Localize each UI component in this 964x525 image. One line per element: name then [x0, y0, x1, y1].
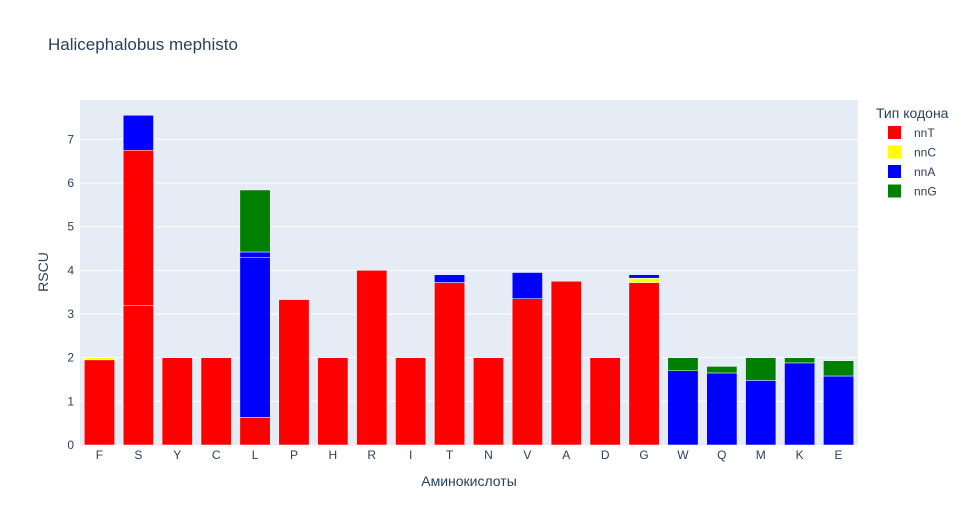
y-tick-label: 1 [67, 394, 74, 408]
x-tick-label: T [446, 448, 454, 462]
x-tick-label: K [796, 448, 804, 462]
legend-swatch-nnC [888, 145, 901, 159]
bar-segment-E-nnG [823, 360, 854, 377]
legend-title: Тип кодона [876, 105, 949, 121]
bar-segment-S-nnT [122, 305, 154, 446]
y-axis-title: RSCU [35, 252, 51, 292]
x-tick-label: Q [717, 448, 726, 462]
bar-segment-S-nnA [122, 115, 154, 151]
bar-segment-W-nnA [667, 370, 699, 446]
x-tick-label: A [562, 448, 570, 462]
x-tick-label: P [290, 448, 298, 462]
legend-label-nnC: nnC [914, 146, 936, 160]
x-tick-label: R [367, 448, 376, 462]
x-tick-label: G [639, 448, 648, 462]
x-axis-title: Аминокислоты [421, 473, 517, 489]
bar-segment-P-nnT [278, 299, 310, 446]
bar-segment-L-nnA [239, 251, 271, 258]
bar-segment-L-nnA [239, 256, 271, 418]
x-tick-label: C [212, 448, 221, 462]
bar-segment-G-nnA [628, 274, 660, 279]
bar-segment-V-nnA [511, 272, 543, 299]
bar-segment-T-nnT [434, 282, 465, 446]
bar-segment-M-nnG [745, 357, 777, 381]
bar-segment-A-nnT [550, 280, 582, 446]
legend-label-nnA: nnA [914, 165, 935, 179]
bar-segment-L-nnT [239, 417, 271, 446]
y-tick-label: 2 [67, 351, 74, 365]
legend-swatch-nnT [888, 126, 901, 139]
y-tick-label: 5 [67, 220, 74, 234]
bar-segment-T-nnA [434, 274, 465, 283]
bar-segment-E-nnA [823, 375, 854, 446]
legend-label-nnG: nnG [914, 185, 937, 199]
plot-background [80, 100, 858, 445]
x-tick-label: L [252, 448, 259, 462]
x-tick-label: S [134, 448, 142, 462]
x-tick-label: W [677, 448, 689, 462]
chart-title: Halicephalobus mephisto [48, 35, 238, 54]
legend: Тип кодона nnT nnC nnA nnG [876, 105, 949, 199]
x-tick-label: D [601, 448, 610, 462]
x-tick-label: H [329, 448, 338, 462]
bar-segment-K-nnA [784, 362, 816, 446]
x-tick-label: Y [173, 448, 181, 462]
bars [84, 115, 854, 446]
x-tick-label: M [756, 448, 766, 462]
y-tick-labels: 0 1 2 3 4 5 6 7 [67, 132, 74, 452]
bar-segment-W-nnG [667, 357, 699, 372]
bar-segment-F-nnT [84, 359, 115, 446]
x-tick-label: F [96, 448, 103, 462]
bar-segment-I-nnT [395, 357, 427, 446]
y-tick-label: 3 [67, 307, 74, 321]
bar-segment-F-nnC [84, 357, 115, 361]
x-tick-label: V [523, 448, 531, 462]
bar-segment-N-nnT [473, 357, 504, 446]
bar-segment-C-nnT [200, 357, 232, 446]
legend-label-nnT: nnT [914, 126, 935, 140]
bar-segment-Q-nnG [706, 366, 738, 374]
bar-segment-D-nnT [589, 357, 621, 446]
bar-segment-G-nnC [628, 277, 660, 283]
bar-segment-Q-nnA [706, 372, 738, 446]
bar-segment-K-nnG [784, 357, 816, 364]
bar-segment-V-nnT [511, 298, 543, 446]
y-tick-label: 7 [67, 132, 74, 146]
bar-segment-R-nnT [356, 270, 388, 446]
y-tick-label: 6 [67, 176, 74, 190]
bar-segment-M-nnA [745, 380, 777, 446]
legend-swatch-nnA [888, 165, 901, 178]
bar-segment-L-nnG [239, 189, 271, 253]
y-tick-label: 0 [67, 438, 74, 452]
bar-segment-Y-nnT [161, 357, 193, 446]
legend-swatch-nnG [888, 184, 901, 198]
x-tick-label: I [409, 448, 412, 462]
x-tick-label: E [835, 448, 843, 462]
bar-segment-S-nnT [122, 149, 154, 306]
x-tick-label: N [484, 448, 493, 462]
bar-segment-G-nnT [628, 282, 660, 446]
bar-segment-H-nnT [317, 357, 349, 446]
y-tick-label: 4 [67, 263, 74, 277]
